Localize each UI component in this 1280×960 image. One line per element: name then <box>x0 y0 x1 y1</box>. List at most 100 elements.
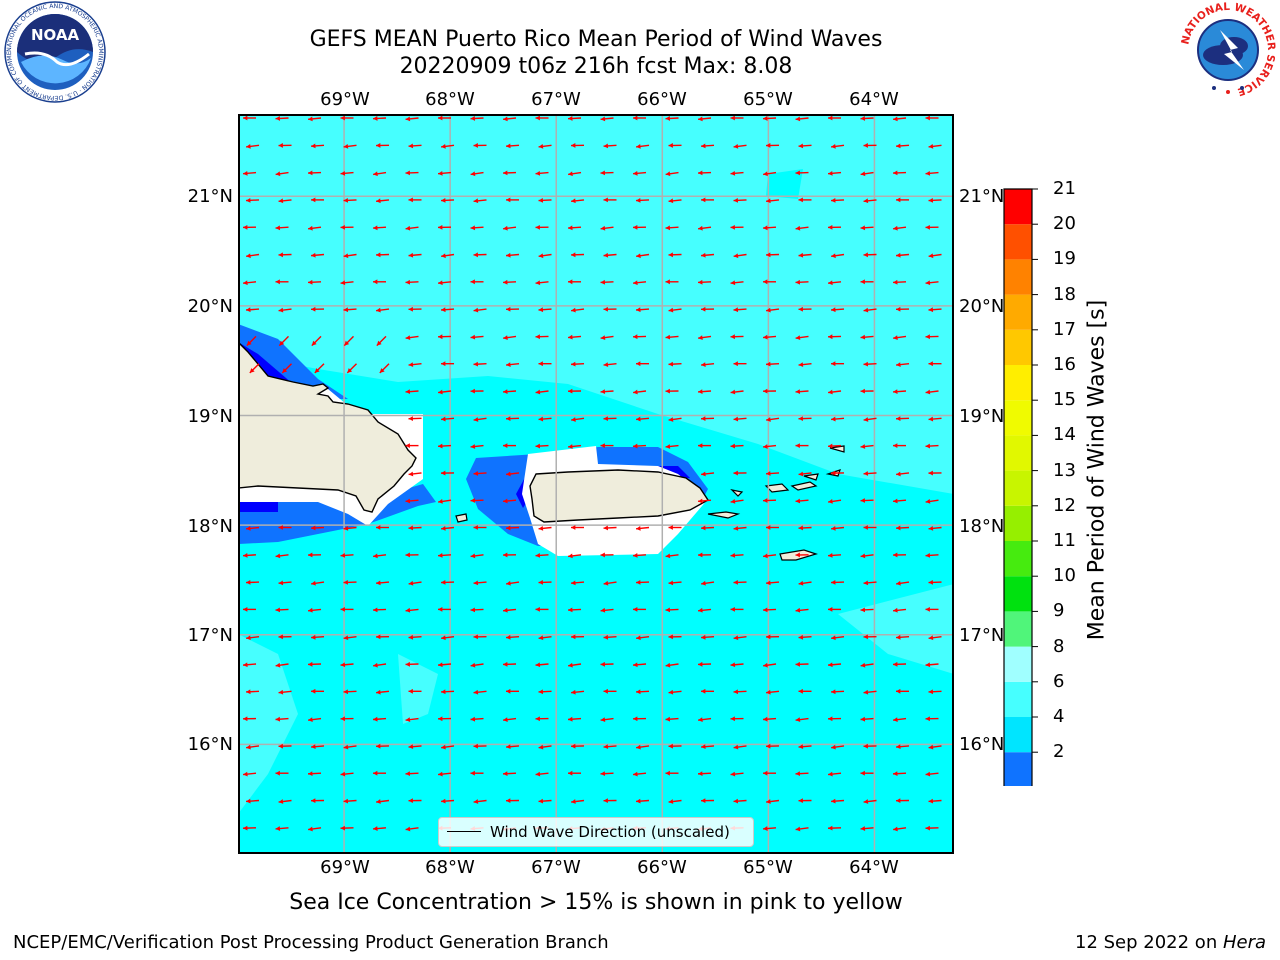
wind-wave-arrow <box>408 525 422 531</box>
wind-wave-arrow <box>600 279 614 285</box>
wind-wave-arrow <box>603 143 617 149</box>
wind-wave-arrow <box>243 607 256 612</box>
wind-wave-arrow <box>827 443 842 449</box>
wind-wave-arrow <box>700 252 715 258</box>
wind-wave-arrow <box>275 770 289 776</box>
wind-wave-arrow <box>506 197 519 203</box>
wind-wave-arrow <box>600 443 614 448</box>
wind-wave-arrow <box>340 607 354 612</box>
wind-wave-arrow <box>892 552 907 558</box>
wind-wave-arrow <box>928 689 942 695</box>
wind-wave-arrow <box>635 416 650 422</box>
wind-wave-arrow <box>701 471 715 477</box>
gridlines <box>239 115 953 853</box>
wind-wave-arrow <box>343 744 357 750</box>
wind-wave-arrow <box>863 743 877 749</box>
wind-wave-arrow <box>242 170 257 176</box>
wind-wave-arrow <box>668 417 682 422</box>
wind-wave-arrow <box>505 362 520 367</box>
colorbar-tick-label: 16 <box>1053 354 1076 375</box>
wind-wave-arrow <box>665 116 679 121</box>
wind-wave-arrow <box>928 798 942 804</box>
wind-wave-arrow <box>440 798 455 804</box>
wind-wave-arrow <box>405 771 419 777</box>
wind-wave-arrow <box>733 580 747 585</box>
wind-wave-arrow <box>762 444 777 449</box>
wind-wave-arrow <box>893 443 906 448</box>
wind-wave-arrow <box>603 798 617 804</box>
wind-wave-arrow <box>470 225 484 231</box>
wind-wave-arrow <box>665 716 679 722</box>
wind-wave-arrow <box>249 363 260 374</box>
wind-wave-arrow <box>535 334 549 340</box>
wind-wave-arrow <box>505 798 520 804</box>
wave-period-zone <box>239 342 293 386</box>
colorbar <box>990 180 1050 817</box>
wind-wave-arrow <box>633 607 646 612</box>
wind-wave-arrow <box>795 607 809 613</box>
wind-wave-arrow <box>246 744 260 750</box>
colorbar-swatch <box>1004 717 1032 753</box>
wind-wave-arrow <box>895 362 910 367</box>
wind-wave-arrow <box>440 580 455 585</box>
wind-wave-arrow <box>245 798 260 804</box>
wave-period-zone <box>239 324 348 399</box>
wind-wave-arrow <box>311 580 325 586</box>
wind-wave-arrow <box>278 689 292 695</box>
wind-wave-arrow <box>408 744 422 750</box>
wind-wave-arrow <box>408 416 422 421</box>
wind-wave-arrow <box>733 798 747 804</box>
wind-wave-arrow <box>437 170 452 176</box>
wind-wave-arrow <box>798 580 812 586</box>
wind-wave-arrow <box>440 197 455 203</box>
wind-wave-arrow <box>860 171 874 177</box>
wind-wave-arrow <box>568 279 581 285</box>
wind-wave-arrow <box>928 580 942 585</box>
wind-wave-arrow <box>311 197 324 203</box>
wind-wave-arrow <box>892 607 907 613</box>
wind-wave-arrow <box>600 771 614 777</box>
lat-label-left: 16°N <box>187 734 233 755</box>
wind-wave-arrow <box>795 225 809 231</box>
wind-wave-arrow <box>600 170 614 176</box>
wind-wave-arrow <box>730 771 744 777</box>
colorbar-swatch <box>1004 752 1032 788</box>
wind-wave-arrow <box>668 799 682 804</box>
wind-wave-arrow <box>668 252 682 258</box>
wind-wave-arrow <box>376 335 387 347</box>
lat-label-right: 17°N <box>959 625 1005 646</box>
wind-wave-arrow <box>473 417 487 422</box>
wind-wave-arrow <box>766 417 780 422</box>
wind-wave-arrow <box>827 771 842 777</box>
wind-wave-arrow <box>860 116 874 121</box>
wind-wave-arrow <box>437 224 452 230</box>
wind-wave-arrow <box>828 499 842 504</box>
lon-label-bottom: 68°W <box>425 857 475 878</box>
wind-wave-arrow <box>668 743 682 749</box>
wind-wave-arrow <box>278 252 292 258</box>
wind-wave-arrow <box>502 389 517 394</box>
wind-wave-arrow <box>408 471 422 477</box>
wind-wave-arrow <box>635 307 650 313</box>
wind-wave-arrow <box>895 252 910 258</box>
wind-wave-arrow <box>762 716 777 722</box>
wind-wave-arrow <box>308 826 322 832</box>
wind-wave-arrow <box>437 662 452 668</box>
wind-wave-arrow <box>698 717 712 723</box>
wind-wave-arrow <box>310 634 325 640</box>
wind-wave-arrow <box>925 716 939 722</box>
wind-wave-arrow <box>632 334 647 340</box>
wind-wave-arrow <box>665 444 679 449</box>
colorbar-swatch <box>1004 646 1032 682</box>
wind-wave-arrow <box>567 334 582 340</box>
wind-wave-arrow <box>438 499 452 504</box>
wind-wave-arrow <box>505 143 520 149</box>
wind-wave-arrow <box>505 525 520 531</box>
wind-wave-arrow <box>928 143 942 149</box>
wind-wave-arrow <box>827 224 842 230</box>
wind-wave-arrow <box>860 607 874 613</box>
lat-label-right: 21°N <box>959 186 1005 207</box>
wind-wave-arrow <box>733 361 747 367</box>
wind-wave-arrow <box>665 662 679 668</box>
wind-wave-arrow <box>275 225 289 231</box>
